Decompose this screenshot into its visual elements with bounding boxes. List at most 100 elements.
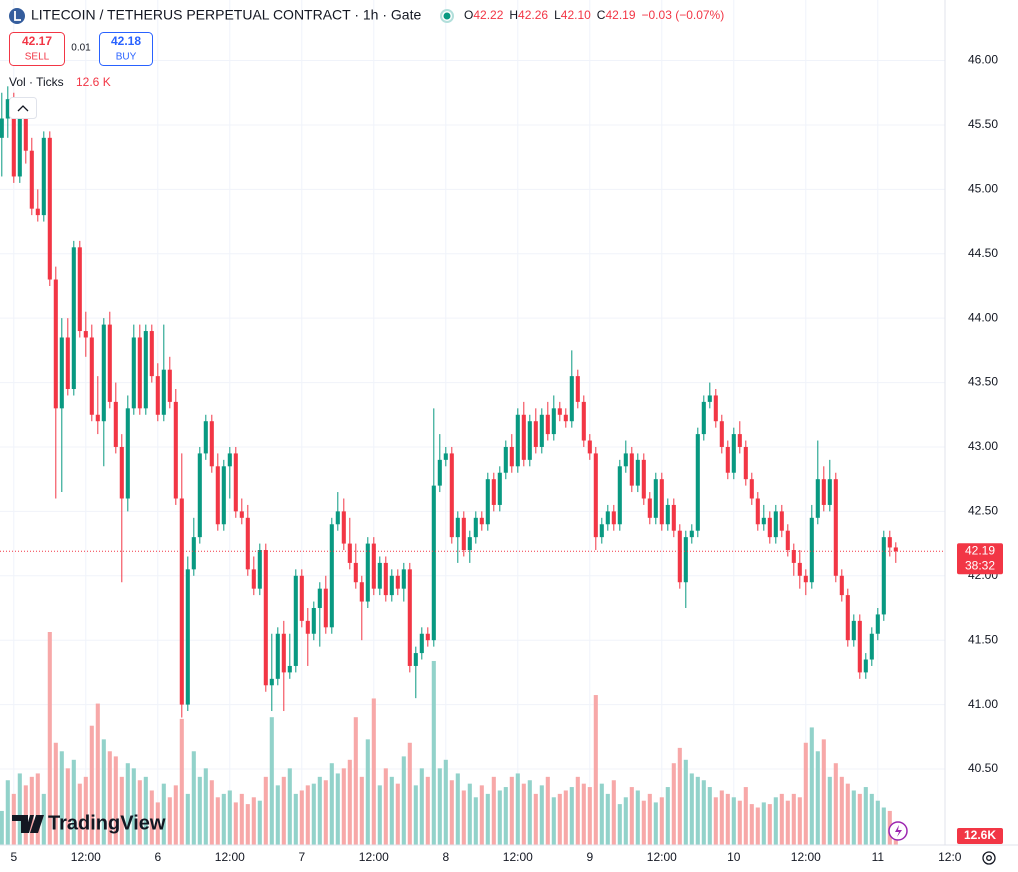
x-tick-label: 12:0 xyxy=(938,850,962,864)
candle-body xyxy=(821,479,826,505)
collapse-button[interactable] xyxy=(9,97,37,119)
candle-body xyxy=(893,547,898,552)
x-tick-label: 10 xyxy=(727,850,741,864)
candle-body xyxy=(545,414,550,435)
volume-bar xyxy=(113,756,118,845)
candle-body xyxy=(5,99,10,119)
volume-bar xyxy=(461,790,466,845)
candle-body xyxy=(797,562,802,576)
volume-bar xyxy=(851,790,856,845)
candle-body xyxy=(347,543,352,563)
candle-body xyxy=(317,588,322,608)
volume-bar xyxy=(233,802,238,845)
coin-icon-glyph xyxy=(14,11,21,21)
candle-body xyxy=(521,414,526,460)
y-tick-label: 42.50 xyxy=(968,504,998,518)
gear-outer xyxy=(982,851,996,865)
candle-body xyxy=(275,633,280,679)
candle-body xyxy=(209,421,214,467)
candle-body xyxy=(71,247,76,390)
market-status[interactable] xyxy=(440,9,454,23)
candle-body xyxy=(845,595,850,641)
candle-body xyxy=(155,376,160,415)
candle-body xyxy=(77,247,82,332)
volume-bar xyxy=(179,718,184,845)
grid xyxy=(0,0,945,845)
candle-body xyxy=(23,112,28,151)
tv-logo[interactable]: TradingView xyxy=(12,812,166,834)
candle-body xyxy=(665,504,670,525)
candle-body xyxy=(629,453,634,486)
volume-bar xyxy=(17,773,22,845)
volume-bar xyxy=(275,785,280,845)
candle-body xyxy=(533,421,538,447)
volume-bar xyxy=(401,756,406,845)
volume-bar xyxy=(95,703,100,845)
ohlc-key: C xyxy=(597,8,606,22)
volume-bar xyxy=(653,802,658,845)
volume-bar xyxy=(419,768,424,845)
candle-body xyxy=(623,453,628,467)
sell-button[interactable]: 42.17 SELL xyxy=(9,32,65,66)
candle-body xyxy=(131,337,136,409)
candle-body xyxy=(605,511,610,525)
candle-body xyxy=(749,479,754,499)
coin-icon xyxy=(9,8,25,24)
candle-body xyxy=(683,537,688,583)
candle-body xyxy=(731,434,736,473)
volume-bar xyxy=(191,751,196,845)
sell-label: SELL xyxy=(25,52,50,63)
candle-body xyxy=(17,112,22,177)
volume-bar xyxy=(197,776,202,845)
candle-body xyxy=(569,376,574,422)
y-tick-label: 41.50 xyxy=(968,632,998,646)
volume-bar xyxy=(845,783,850,845)
candle-body xyxy=(563,414,568,422)
volume-bar xyxy=(791,793,796,845)
buy-button[interactable]: 42.18 BUY xyxy=(99,32,153,66)
candle-body xyxy=(851,620,856,641)
candle-body xyxy=(299,575,304,621)
spread: 0.01 xyxy=(71,43,91,54)
market-status-dot xyxy=(443,12,451,20)
volume-bar xyxy=(299,790,304,845)
volume-bar xyxy=(5,780,10,845)
candle-body xyxy=(95,414,100,422)
volume-bar xyxy=(455,773,460,845)
settings-button[interactable] xyxy=(982,851,996,865)
logo-mark xyxy=(12,815,44,833)
volume-bar xyxy=(815,751,820,845)
candle-body xyxy=(305,620,310,634)
lightning-button[interactable] xyxy=(888,821,908,841)
volume-bar xyxy=(707,787,712,845)
volume-bar xyxy=(761,802,766,845)
volume-bar xyxy=(77,783,82,845)
candle-body xyxy=(557,408,562,415)
candle-body xyxy=(725,446,730,473)
volume-bar xyxy=(473,797,478,845)
volume-bar xyxy=(857,793,862,845)
volume-bar xyxy=(119,776,124,845)
volume-bar xyxy=(779,793,784,845)
candle-body xyxy=(701,401,706,435)
candle-body xyxy=(53,279,58,409)
volume-bar xyxy=(593,695,598,845)
candle-body xyxy=(869,633,874,660)
y-tick-label: 45.50 xyxy=(968,117,998,131)
x-tick-label: 12:00 xyxy=(215,850,245,864)
volume-bar xyxy=(689,773,694,845)
volume-bar xyxy=(749,804,754,845)
volume-bar xyxy=(617,804,622,845)
volume-bar xyxy=(365,739,370,845)
candle-body xyxy=(365,543,370,602)
candle-body xyxy=(761,517,766,525)
sell-price: 42.17 xyxy=(22,34,52,48)
candle-body xyxy=(125,408,130,499)
volume-bar xyxy=(521,783,526,845)
volume-bar xyxy=(443,759,448,845)
volume-bar xyxy=(377,785,382,845)
volume-bar xyxy=(509,776,514,845)
candle-body xyxy=(515,414,520,467)
candle-body xyxy=(377,562,382,589)
